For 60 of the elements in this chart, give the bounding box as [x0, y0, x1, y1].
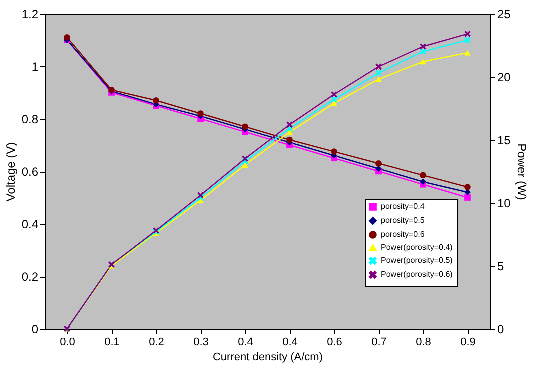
y2-tick-label: 5 [498, 260, 504, 274]
point [198, 110, 204, 117]
point [64, 34, 70, 41]
point [153, 97, 160, 104]
y2-tick-label: 15 [498, 134, 512, 148]
y2-tick-label: 10 [498, 196, 512, 210]
y-axis-title: Voltage (V) [4, 142, 18, 202]
point [242, 124, 248, 130]
legend-label: porosity=0.4 [381, 202, 426, 211]
x-tick-label: 0.4 [238, 336, 254, 348]
legend-label: Power(porosity=0.6) [381, 270, 454, 279]
point [286, 122, 293, 128]
point [376, 76, 382, 82]
y2-tick-label: 20 [498, 70, 512, 84]
point [420, 44, 426, 50]
point [376, 166, 382, 172]
y-tick-label: 1.2 [22, 8, 39, 22]
point [331, 91, 338, 98]
point [420, 59, 426, 65]
point [242, 162, 248, 168]
x-tick-label: 0.7 [372, 336, 387, 348]
point [376, 160, 382, 167]
x-tick-label: 0.9 [460, 336, 476, 348]
x-tick-label: 0.1 [104, 336, 120, 348]
point [420, 172, 426, 179]
point [464, 50, 471, 56]
point [331, 96, 338, 103]
point [331, 148, 338, 155]
x-tick-label: 0.0 [60, 336, 76, 348]
point [420, 178, 426, 186]
legend-label: Power(porosity=0.4) [381, 243, 454, 252]
y-tick-label: 0 [32, 322, 39, 336]
x-tick-label: 0.3 [194, 336, 209, 348]
y-tick-label: 0.8 [22, 112, 39, 126]
x-axis-title: Current density (A/cm) [212, 352, 324, 364]
x-tick-label: 0.8 [416, 336, 432, 348]
point [286, 136, 293, 144]
y-tick-label: 1 [32, 60, 39, 74]
legend-label: Power(porosity=0.5) [381, 256, 454, 265]
legend-label: porosity=0.6 [381, 230, 426, 239]
x-tick-label: 0.2 [149, 336, 164, 348]
point [464, 184, 471, 190]
point [464, 194, 471, 201]
point [464, 37, 471, 44]
y2-tick-label: 0 [498, 322, 504, 336]
x-tick-label: 0.4 [282, 336, 298, 348]
y2-tick-label: 25 [498, 8, 512, 22]
x-tick-label: 0.6 [327, 336, 342, 348]
legend-label: porosity=0.5 [381, 216, 426, 225]
y-tick-label: 0.4 [22, 218, 39, 232]
point [464, 31, 471, 38]
point [376, 70, 382, 76]
y2-axis-title: Power (W) [514, 144, 529, 200]
point [198, 192, 204, 199]
point [376, 64, 382, 70]
point [286, 130, 293, 136]
point [242, 156, 248, 162]
point [331, 100, 338, 106]
y-tick-label: 0.2 [22, 270, 39, 284]
y-tick-label: 0.6 [22, 165, 39, 179]
